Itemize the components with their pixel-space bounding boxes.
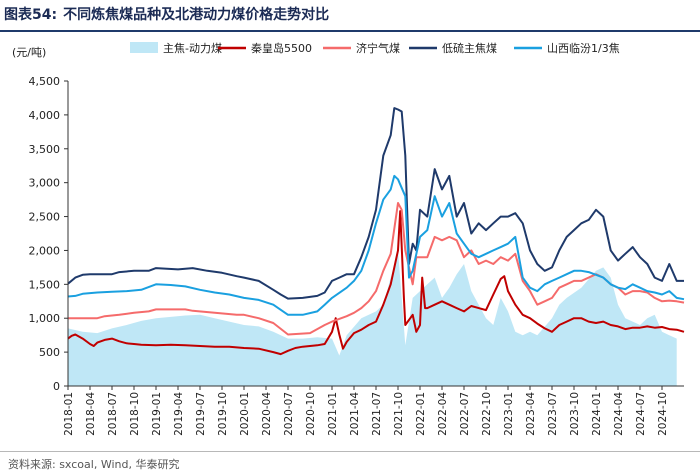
source-rule bbox=[0, 451, 700, 452]
x-tick-label-18: 2022-07 bbox=[459, 392, 471, 436]
series-area-0 bbox=[68, 250, 677, 386]
y-tick-label-0: 0 bbox=[53, 380, 60, 393]
legend-swatch-0 bbox=[130, 42, 158, 53]
x-tick-label-7: 2019-10 bbox=[217, 392, 229, 436]
axes: 0 500 1,000 1,500 2,000 2,500 3,000 3,500 4,000 4… bbox=[29, 75, 684, 436]
x-tick-label-23: 2023-10 bbox=[569, 392, 581, 436]
x-tick-label-15: 2021-10 bbox=[393, 392, 405, 436]
y-tick-label-1: 500 bbox=[39, 346, 60, 359]
x-tick-label-16: 2022-01 bbox=[415, 392, 427, 436]
figure-title-text: 不同炼焦煤品种及北港动力煤价格走势对比 bbox=[63, 7, 330, 23]
legend-label-0: 主焦-动力煤 bbox=[163, 42, 222, 55]
x-tick-label-22: 2023-07 bbox=[547, 392, 559, 436]
x-tick-label-14: 2021-07 bbox=[371, 392, 383, 436]
series-line-4 bbox=[67, 174, 685, 316]
y-tick-label-7: 3,500 bbox=[29, 143, 61, 156]
y-tick-label-9: 4,500 bbox=[29, 75, 61, 88]
y-tick-label-4: 2,000 bbox=[29, 244, 61, 257]
y-tick-label-8: 4,000 bbox=[29, 109, 61, 122]
x-tick-label-24: 2024-01 bbox=[591, 392, 603, 436]
x-tick-label-9: 2020-04 bbox=[261, 392, 273, 436]
x-tick-label-10: 2020-07 bbox=[283, 392, 295, 436]
x-tick-label-3: 2018-10 bbox=[129, 392, 141, 436]
x-tick-label-4: 2019-01 bbox=[151, 392, 163, 436]
x-tick-label-5: 2019-04 bbox=[173, 392, 185, 436]
series-line-1 bbox=[67, 210, 685, 356]
figure-label: 图表54: bbox=[4, 7, 58, 23]
source-note: 资料来源: sxcoal, Wind, 华泰研究 bbox=[8, 458, 180, 471]
legend-label-1: 秦皇岛5500 bbox=[251, 41, 312, 55]
x-tick-label-8: 2020-01 bbox=[239, 392, 251, 436]
y-tick-label-2: 1,000 bbox=[29, 312, 61, 325]
y-tick-label-6: 3,000 bbox=[29, 177, 61, 190]
series-line-3 bbox=[67, 107, 684, 300]
legend-label-2: 济宁气煤 bbox=[356, 41, 400, 55]
figure-title: 图表54: 不同炼焦煤品种及北港动力煤价格走势对比 bbox=[4, 2, 329, 28]
line-layer bbox=[67, 107, 685, 356]
title-rule bbox=[0, 30, 700, 32]
x-tick-label-0: 2018-01 bbox=[63, 392, 75, 436]
area-layer bbox=[68, 250, 677, 386]
x-tick-label-17: 2022-04 bbox=[437, 392, 449, 436]
x-tick-label-11: 2020-10 bbox=[305, 392, 317, 436]
legend-label-3: 低硫主焦煤 bbox=[442, 41, 497, 55]
y-tick-label-5: 2,500 bbox=[29, 211, 61, 224]
x-tick-label-20: 2023-01 bbox=[503, 392, 515, 436]
x-tick-label-6: 2019-07 bbox=[195, 392, 207, 436]
legend: 主焦-动力煤 秦皇岛5500 济宁气煤 低硫主焦煤 山西临汾1/3焦 bbox=[130, 41, 620, 55]
x-tick-label-25: 2024-04 bbox=[613, 392, 625, 436]
x-tick-label-27: 2024-10 bbox=[657, 392, 669, 436]
x-tick-label-1: 2018-04 bbox=[85, 392, 97, 436]
x-tick-label-21: 2023-04 bbox=[525, 392, 537, 436]
x-tick-label-2: 2018-07 bbox=[107, 392, 119, 436]
x-tick-label-13: 2021-04 bbox=[349, 392, 361, 436]
x-tick-label-19: 2022-10 bbox=[481, 392, 493, 436]
legend-label-4: 山西临汾1/3焦 bbox=[547, 41, 620, 55]
y-unit-label: (元/吨) bbox=[12, 46, 46, 59]
y-tick-label-3: 1,500 bbox=[29, 278, 61, 291]
x-tick-label-26: 2024-07 bbox=[635, 392, 647, 436]
x-tick-label-12: 2021-01 bbox=[327, 392, 339, 436]
